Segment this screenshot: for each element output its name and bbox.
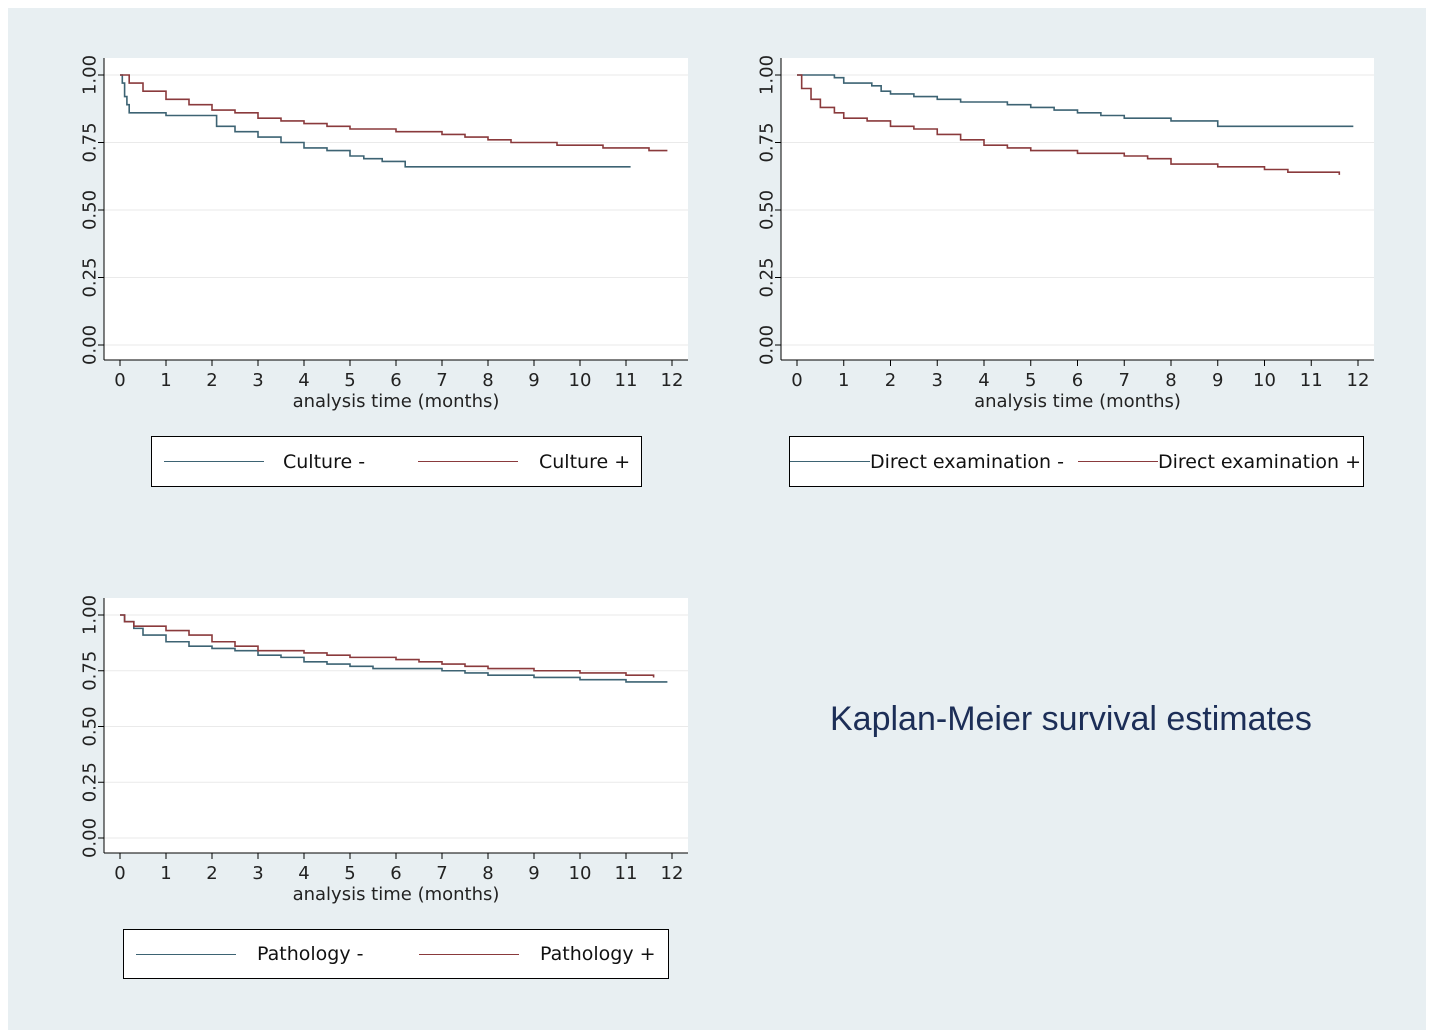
legend-culture: Culture - Culture + — [151, 436, 642, 487]
x-axis-label: analysis time (months) — [293, 391, 500, 412]
legend-label-direct-positive: Direct examination + — [1158, 450, 1361, 473]
y-tick-label: 0.75 — [80, 122, 101, 162]
km-curve-positive — [797, 74, 1341, 175]
km-curve-negative — [120, 614, 668, 683]
x-tick-label: 9 — [1212, 370, 1223, 391]
km-chart-direct-examination: 0.000.250.500.751.000 1 2 3 4 5 6 7 8 9 10 11 12anal… — [757, 55, 1374, 412]
x-tick-label: 8 — [482, 370, 493, 391]
x-tick-label: 7 — [1119, 370, 1130, 391]
legend-swatch-culture-negative — [164, 461, 264, 462]
y-tick-label: 0.00 — [80, 818, 101, 858]
x-tick-label: 8 — [482, 863, 493, 884]
legend-swatch-direct-positive — [1078, 461, 1158, 462]
y-tick-label: 0.50 — [757, 190, 778, 230]
legend-label-pathology-negative: Pathology - — [257, 943, 364, 965]
km-curve-negative — [797, 74, 1354, 128]
x-tick-label: 11 — [615, 370, 638, 391]
x-tick-label: 5 — [344, 863, 355, 884]
x-tick-label: 2 — [206, 370, 217, 391]
x-tick-label: 2 — [885, 370, 896, 391]
x-tick-label: 0 — [791, 370, 802, 391]
y-tick-label: 0.50 — [80, 706, 101, 746]
x-tick-label: 1 — [160, 370, 171, 391]
x-tick-label: 9 — [528, 863, 539, 884]
legend-direct-examination: Direct examination - Direct examination … — [789, 436, 1364, 487]
x-tick-label: 2 — [206, 863, 217, 884]
x-tick-label: 4 — [298, 370, 309, 391]
km-curve-negative — [120, 74, 631, 168]
legend-swatch-culture-positive — [418, 461, 518, 462]
x-tick-label: 10 — [1253, 370, 1276, 391]
x-axis-label: analysis time (months) — [974, 391, 1181, 412]
y-tick-label: 0.75 — [757, 122, 778, 162]
x-tick-label: 12 — [661, 370, 684, 391]
x-tick-label: 1 — [838, 370, 849, 391]
x-tick-label: 3 — [252, 370, 263, 391]
x-tick-label: 3 — [252, 863, 263, 884]
x-tick-label: 7 — [436, 863, 447, 884]
y-tick-label: 0.00 — [80, 325, 101, 365]
x-tick-label: 4 — [298, 863, 309, 884]
figure-title: Kaplan-Meier survival estimates — [830, 700, 1312, 738]
y-tick-label: 1.00 — [757, 55, 778, 95]
legend-label-culture-positive: Culture + — [539, 450, 631, 473]
y-tick-label: 1.00 — [80, 55, 101, 95]
figure-background: 0.00 0.25 0.50 0.75 1.00 0 1 2 3 4 5 6 7 8 9 10 11 12 anal… — [8, 8, 1426, 1030]
km-curve-positive — [120, 74, 668, 152]
x-tick-label: 4 — [978, 370, 989, 391]
x-tick-label: 10 — [569, 863, 592, 884]
y-tick-label: 0.75 — [80, 651, 101, 691]
legend-swatch-pathology-positive — [419, 954, 519, 955]
plot-area — [104, 598, 688, 853]
x-tick-label: 12 — [1347, 370, 1370, 391]
x-tick-label: 8 — [1165, 370, 1176, 391]
x-tick-label: 6 — [1072, 370, 1083, 391]
legend-swatch-direct-negative — [790, 461, 870, 462]
legend-label-pathology-positive: Pathology + — [540, 943, 656, 965]
y-tick-label: 1.00 — [80, 595, 101, 635]
x-tick-label: 7 — [436, 370, 447, 391]
x-tick-label: 6 — [390, 370, 401, 391]
y-tick-label: 0.25 — [80, 762, 101, 802]
y-tick-label: 0.25 — [80, 257, 101, 297]
y-tick-label: 0.50 — [80, 190, 101, 230]
x-tick-label: 11 — [1300, 370, 1323, 391]
x-tick-label: 3 — [932, 370, 943, 391]
x-tick-label: 11 — [615, 863, 638, 884]
x-tick-label: 0 — [114, 863, 125, 884]
legend-swatch-pathology-negative — [136, 954, 236, 955]
x-tick-label: 0 — [114, 370, 125, 391]
km-chart-culture: 0.000.250.500.751.000 1 2 3 4 5 6 7 8 9 10 11 12anal… — [80, 55, 688, 412]
legend-label-culture-negative: Culture - — [283, 450, 366, 473]
x-tick-label: 6 — [390, 863, 401, 884]
km-chart-pathology: 0.000.250.500.751.000 1 2 3 4 5 6 7 8 9 10 11 12anal… — [80, 595, 688, 905]
x-tick-label: 12 — [661, 863, 684, 884]
x-tick-label: 1 — [160, 863, 171, 884]
x-tick-label: 5 — [1025, 370, 1036, 391]
x-tick-label: 10 — [569, 370, 592, 391]
legend-pathology: Pathology - Pathology + — [123, 929, 669, 979]
km-curve-positive — [120, 614, 655, 678]
x-tick-label: 9 — [528, 370, 539, 391]
y-tick-label: 0.25 — [757, 257, 778, 297]
legend-label-direct-negative: Direct examination - — [870, 450, 1064, 473]
x-axis-label: analysis time (months) — [293, 884, 500, 905]
x-tick-label: 5 — [344, 370, 355, 391]
plot-area — [781, 58, 1374, 360]
plot-area — [104, 58, 688, 360]
y-tick-label: 0.00 — [757, 325, 778, 365]
